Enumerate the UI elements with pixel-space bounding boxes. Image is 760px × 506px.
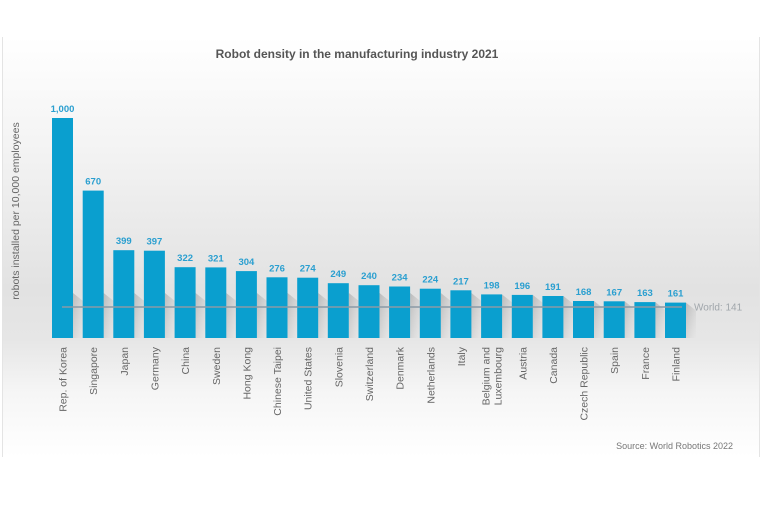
value-label: 399 [116,236,132,247]
bar-shadow [103,293,114,338]
category-label: Luxembourg [493,347,505,406]
value-label: 196 [514,281,530,292]
category-label: Japan [119,347,131,376]
category-label: Sweden [211,347,223,385]
category-label: Singapore [88,347,100,395]
category-labels: Rep. of Korea Singapore Japan Germany China S… [58,346,683,420]
bar-shadow [532,294,543,338]
bars [52,118,686,338]
value-label: 191 [545,282,562,293]
bar-shadow [287,293,298,338]
category-label: Austria [517,347,529,380]
bar-shadow [686,302,696,338]
category-label: Slovenia [333,347,345,387]
bar [113,250,135,338]
source-note: Source: World Robotics 2022 [616,441,733,451]
category-label: Germany [149,346,161,390]
bar [389,286,411,338]
bar [52,118,73,338]
category-label: Belgium and [481,347,493,406]
bar [542,296,564,338]
bar [297,277,319,338]
value-label: 167 [606,287,622,298]
bar-shadow [440,293,451,338]
value-label: 304 [238,257,255,268]
bar-shadow [195,293,206,338]
value-labels: 1,000 670 399 397 322 321 304 276 274 249 240 234 22… [51,104,685,300]
bar-shadow [624,301,635,338]
bar [327,283,349,338]
value-label: 1,000 [51,104,75,115]
category-label: Finland [671,347,683,382]
category-label: Netherlands [425,347,437,404]
bar-shadow [164,293,175,338]
category-label: France [640,347,652,380]
value-label: 234 [392,273,409,284]
bar-shadow [348,293,359,338]
category-label: China [180,347,192,375]
bar-shadow [410,293,421,338]
category-label: Italy [456,346,468,366]
value-label: 670 [85,177,101,188]
value-label: 217 [453,276,469,287]
category-label: Spain [609,347,621,374]
value-label: 163 [637,288,653,299]
value-label: 198 [484,280,500,291]
bar [235,271,257,338]
value-label: 276 [269,263,285,274]
chart-panel [2,37,760,457]
bar-shadow [471,293,482,338]
bar [511,294,533,338]
bar [481,294,503,338]
bar [665,302,686,338]
bar [450,290,472,338]
value-label: 321 [208,253,225,264]
bar-shadow [502,294,513,338]
reference-line-group: World: 141 [62,303,743,314]
bar-shadow [134,293,145,338]
category-label: Rep. of Korea [58,347,70,412]
value-label: 274 [300,264,317,275]
bar [573,301,594,338]
bar-shadow [256,293,267,338]
bar [419,288,441,338]
bar-shadow [563,295,574,338]
category-label: United States [303,347,315,410]
value-label: 249 [330,269,346,280]
y-axis-label: robots installed per 10,000 employees [10,122,22,299]
value-label: 161 [668,289,685,300]
category-label: Czech Republic [579,347,591,421]
bar [603,301,625,338]
category-label: Hong Kong [241,347,253,400]
value-label: 224 [422,275,439,286]
chart-title: Robot density in the manufacturing indus… [216,47,499,61]
world-average-label: World: 141 [694,303,743,314]
value-label: 168 [576,287,592,298]
bar [205,267,227,338]
bar-shadow [655,302,666,338]
bar-shadow [318,293,329,338]
bar-shadow [379,293,390,338]
bar [82,190,104,338]
value-label: 397 [146,237,162,248]
bar-shadow [594,301,605,338]
bar [174,267,196,338]
bar-shadow [73,293,83,338]
bar-shadows [73,293,696,338]
category-label: Chinese Taipei [272,347,284,416]
bar [358,285,380,338]
bar [634,302,656,338]
category-label: Canada [548,347,560,384]
category-label: Switzerland [364,347,376,401]
category-label: Denmark [395,346,407,389]
bar-shadow [226,293,237,338]
value-label: 322 [177,253,193,264]
bar [143,250,165,338]
value-label: 240 [361,271,377,282]
